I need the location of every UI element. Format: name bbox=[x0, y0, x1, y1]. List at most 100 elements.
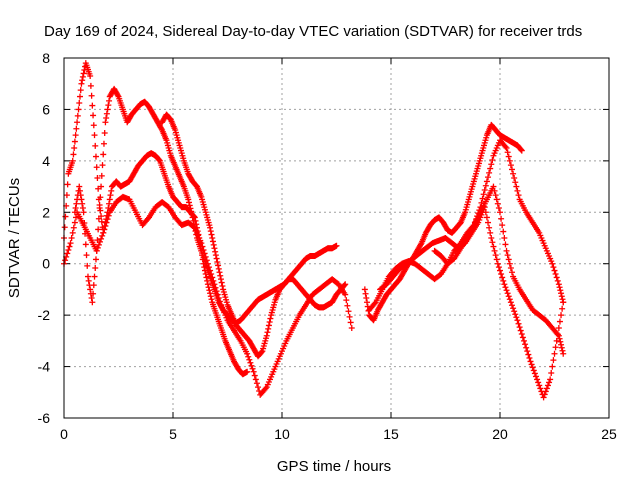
data-point bbox=[371, 300, 378, 307]
data-point bbox=[201, 250, 208, 257]
data-point bbox=[499, 274, 506, 281]
x-tick-label: 5 bbox=[169, 426, 177, 442]
data-point bbox=[90, 290, 97, 297]
data-point bbox=[490, 183, 497, 190]
data-point bbox=[506, 296, 513, 303]
data-point bbox=[492, 192, 499, 199]
data-point bbox=[248, 362, 255, 369]
data-point bbox=[188, 211, 195, 218]
data-point bbox=[73, 200, 80, 207]
data-point bbox=[361, 286, 368, 293]
data-point bbox=[103, 219, 110, 226]
data-point bbox=[483, 214, 490, 221]
data-point bbox=[347, 319, 354, 326]
data-point bbox=[558, 344, 565, 351]
data-point bbox=[104, 216, 111, 223]
data-point bbox=[61, 224, 68, 231]
data-point bbox=[71, 145, 78, 151]
data-point bbox=[558, 312, 565, 319]
data-point bbox=[473, 216, 480, 223]
data-point bbox=[74, 112, 81, 119]
data-point bbox=[485, 219, 492, 226]
data-point bbox=[342, 291, 349, 298]
data-point bbox=[267, 315, 274, 322]
data-point bbox=[558, 341, 565, 348]
data-point bbox=[245, 353, 252, 360]
data-point bbox=[552, 344, 559, 351]
data-point bbox=[264, 329, 271, 336]
data-point bbox=[98, 183, 105, 190]
data-point bbox=[536, 382, 543, 389]
data-point bbox=[209, 238, 216, 245]
data-point bbox=[541, 391, 548, 398]
data-point bbox=[505, 293, 512, 300]
data-point bbox=[499, 222, 506, 229]
data-point bbox=[78, 196, 85, 203]
data-point bbox=[488, 235, 495, 241]
data-point bbox=[511, 308, 518, 315]
data-point bbox=[493, 196, 500, 203]
x-tick-label: 10 bbox=[274, 426, 290, 442]
data-point bbox=[489, 157, 496, 163]
data-point bbox=[62, 213, 69, 220]
data-point bbox=[549, 363, 556, 370]
data-point bbox=[200, 247, 207, 253]
data-point bbox=[89, 102, 96, 109]
data-point bbox=[486, 169, 493, 176]
data-point bbox=[210, 277, 217, 284]
data-point bbox=[87, 82, 94, 89]
data-point bbox=[215, 295, 222, 301]
data-point bbox=[203, 257, 210, 264]
data-point bbox=[487, 229, 494, 236]
data-point bbox=[520, 337, 527, 344]
data-point bbox=[219, 283, 226, 289]
data-point bbox=[98, 218, 105, 225]
data-point bbox=[556, 318, 563, 325]
data-point bbox=[96, 238, 103, 245]
data-point bbox=[188, 208, 195, 215]
data-point bbox=[207, 293, 214, 300]
data-point bbox=[512, 179, 519, 186]
data-point bbox=[510, 305, 517, 312]
data-point bbox=[540, 394, 547, 401]
data-point bbox=[76, 183, 83, 190]
data-point bbox=[537, 385, 544, 392]
data-point bbox=[205, 264, 212, 271]
data-point bbox=[213, 255, 220, 262]
data-point bbox=[103, 115, 110, 121]
data-point bbox=[70, 224, 77, 231]
data-point bbox=[519, 334, 526, 341]
data-point bbox=[479, 195, 486, 202]
data-layer bbox=[61, 60, 567, 401]
data-point bbox=[552, 271, 559, 277]
data-point bbox=[212, 252, 219, 259]
data-point bbox=[207, 267, 214, 274]
data-point bbox=[518, 146, 525, 153]
data-point bbox=[553, 337, 560, 344]
data-point bbox=[542, 388, 549, 395]
data-point bbox=[186, 202, 193, 209]
data-point bbox=[265, 322, 272, 329]
y-tick-label: -6 bbox=[38, 410, 51, 426]
data-point bbox=[348, 325, 355, 331]
data-point bbox=[94, 175, 101, 181]
data-point bbox=[203, 274, 210, 281]
data-point bbox=[530, 367, 537, 374]
data-point bbox=[80, 70, 87, 77]
data-point bbox=[99, 232, 106, 239]
data-point bbox=[262, 385, 269, 392]
data-point bbox=[482, 209, 489, 216]
data-point bbox=[108, 187, 115, 194]
data-point bbox=[71, 138, 78, 145]
y-tick-label: 4 bbox=[42, 153, 50, 169]
data-point bbox=[506, 260, 513, 267]
data-point bbox=[417, 241, 424, 248]
y-tick-label: -2 bbox=[38, 307, 51, 323]
data-point bbox=[64, 250, 71, 257]
series-track-4 bbox=[159, 111, 349, 360]
data-point bbox=[68, 235, 75, 241]
data-point bbox=[518, 147, 525, 154]
data-point bbox=[492, 252, 499, 259]
data-point bbox=[69, 157, 76, 164]
data-point bbox=[505, 256, 512, 263]
